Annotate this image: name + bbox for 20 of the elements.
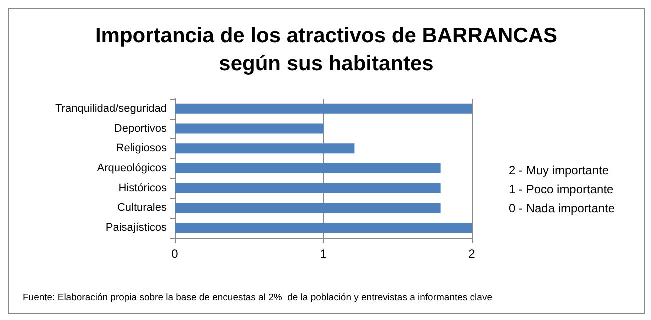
source-note: Fuente: Elaboración propia sobre la base de encuestas al 2% de la población y entrevistas a informantes clave <box>23 292 492 304</box>
x-tick-label: 0 <box>172 247 179 261</box>
y-tick-label: Arqueológicos <box>97 162 168 174</box>
chart-title: Importancia de los atractivos de BARRANCAS según sus habitantes <box>95 24 558 76</box>
bar <box>175 144 355 154</box>
x-tick-label: 2 <box>468 247 476 261</box>
bar <box>175 104 472 114</box>
bar <box>175 164 441 174</box>
y-tick-label: Históricos <box>118 182 168 194</box>
bar <box>175 223 472 234</box>
bar <box>175 203 441 214</box>
y-tick-label: Religiosos <box>116 142 168 155</box>
y-tick-label: Culturales <box>117 202 168 214</box>
bar <box>175 183 441 194</box>
y-tick-label: Deportivos <box>114 122 168 135</box>
bar <box>175 124 324 134</box>
y-tick-label: Paisajísticos <box>106 222 168 234</box>
x-tick-label: 1 <box>320 247 328 261</box>
text: 2 - Muy importante 1 - Poco importante 0 - Nada importante <box>509 164 616 216</box>
y-tick-label: Tranquilidad/seguridad <box>56 102 167 115</box>
